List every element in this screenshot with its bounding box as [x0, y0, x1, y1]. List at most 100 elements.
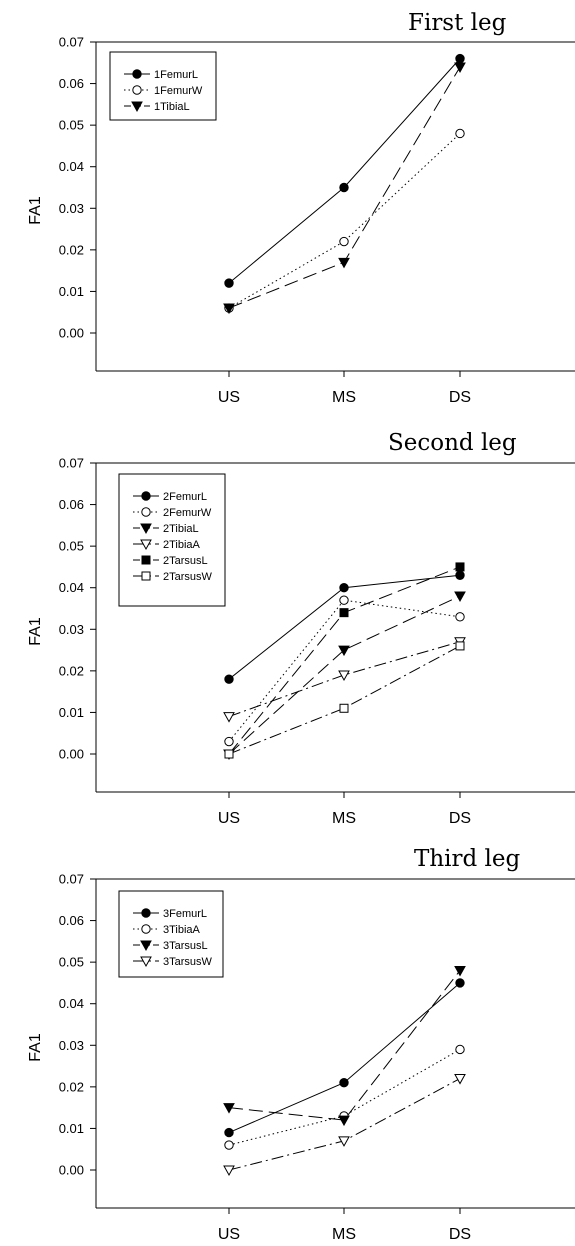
- data-point: [224, 1127, 234, 1138]
- data-point: [224, 278, 234, 288]
- legend-label: 2TarsusW: [163, 571, 213, 583]
- chart-panel: Third leg 0.00 0.01 0.02 0.03 0.04 0.05 0.06 0.0…: [27, 846, 575, 1243]
- y-tick-label: 0.03: [59, 1038, 84, 1053]
- legend-marker: [141, 908, 151, 918]
- y-tick-label: 0.00: [59, 326, 84, 341]
- data-point: [455, 641, 465, 651]
- series-line: [228, 566, 461, 755]
- x-tick-label: US: [218, 389, 240, 406]
- data-point: [454, 591, 466, 603]
- chart-panel: First leg 0.00 0.01 0.02 0.03 0.04 0.05 0.06 0.0…: [27, 10, 575, 406]
- y-tick-label: 0.01: [59, 705, 84, 720]
- series-line: [228, 1049, 461, 1146]
- y-tick-label: 0.02: [59, 242, 84, 257]
- chart-title: Second leg: [388, 430, 517, 456]
- legend-label: 3TarsusL: [163, 940, 208, 952]
- legend-label: 1TibiaL: [154, 101, 190, 113]
- y-tick-label: 0.00: [59, 747, 84, 762]
- data-point: [224, 1140, 234, 1150]
- legend-marker: [140, 956, 152, 968]
- y-tick-label: 0.07: [59, 872, 84, 887]
- y-tick-label: 0.03: [59, 622, 84, 637]
- series-line: [228, 970, 461, 1121]
- legend-label: 2FemurL: [163, 491, 207, 503]
- data-point: [339, 1078, 349, 1088]
- legend-label: 2FemurW: [163, 507, 212, 519]
- data-point: [224, 736, 234, 747]
- data-point: [455, 128, 465, 139]
- data-point: [224, 749, 234, 759]
- data-point: [455, 53, 465, 64]
- legend: 3FemurL 3TibiaA 3TarsusL 3TarsusW: [118, 890, 224, 978]
- legend-label: 1FemurW: [154, 85, 203, 97]
- data-point: [454, 1074, 466, 1085]
- data-point: [338, 645, 350, 657]
- chart-title: First leg: [408, 10, 507, 36]
- legend-box: [118, 890, 224, 978]
- data-point: [223, 712, 235, 723]
- legend-marker: [132, 69, 142, 79]
- y-tick-label: 0.05: [59, 118, 84, 133]
- y-axis-title: FA1: [27, 617, 44, 646]
- y-tick-label: 0.04: [59, 580, 84, 595]
- legend-label: 2TibiaA: [163, 539, 201, 551]
- y-tick-label: 0.06: [59, 913, 84, 928]
- x-tick-label: DS: [449, 389, 471, 406]
- x-tick-label: MS: [332, 389, 356, 406]
- y-tick-label: 0.01: [59, 284, 84, 299]
- legend-label: 3TibiaA: [163, 924, 201, 936]
- data-point: [455, 562, 465, 572]
- data-point: [224, 674, 234, 684]
- y-tick-label: 0.02: [59, 1079, 84, 1094]
- legend-marker: [141, 555, 151, 565]
- data-point: [223, 1103, 235, 1114]
- y-tick-label: 0.07: [59, 456, 84, 471]
- y-tick-label: 0.06: [59, 76, 84, 91]
- legend-marker: [140, 539, 152, 551]
- data-point: [455, 570, 465, 580]
- data-point: [455, 612, 465, 622]
- data-point: [223, 1165, 235, 1177]
- legend-label: 3FemurL: [163, 908, 207, 920]
- legend-marker: [132, 85, 142, 95]
- y-tick-label: 0.06: [59, 497, 84, 512]
- legend-marker: [141, 924, 151, 934]
- y-tick-label: 0.00: [59, 1163, 84, 1178]
- legend: 2FemurL 2FemurW 2TibiaL 2TibiaA 2TarsusL 2Tar…: [118, 473, 226, 607]
- series-line: [228, 645, 461, 755]
- series-line: [228, 982, 461, 1134]
- x-tick-label: MS: [332, 810, 356, 827]
- y-axis-title: FA1: [27, 1033, 44, 1062]
- y-tick-label: 0.07: [59, 35, 84, 50]
- x-tick-label: US: [218, 810, 240, 827]
- data-point: [339, 608, 349, 618]
- y-axis-title: FA1: [27, 196, 44, 225]
- data-point: [339, 182, 349, 193]
- legend-label: 3TarsusW: [163, 956, 213, 968]
- series-line: [228, 595, 461, 755]
- data-point: [454, 62, 466, 73]
- legend: 1FemurL 1FemurW 1TibiaL: [109, 51, 217, 121]
- data-point: [223, 303, 235, 315]
- data-point: [339, 703, 349, 713]
- data-point: [339, 583, 349, 593]
- y-tick-label: 0.04: [59, 996, 84, 1011]
- data-point: [454, 965, 466, 977]
- legend-box: [109, 51, 217, 121]
- data-point: [455, 978, 465, 988]
- chart-title: Third leg: [414, 846, 521, 872]
- legend-marker: [141, 507, 151, 517]
- data-point: [338, 670, 350, 682]
- x-tick-label: MS: [332, 1226, 356, 1243]
- series-line: [228, 58, 461, 284]
- y-tick-label: 0.02: [59, 663, 84, 678]
- legend-marker: [140, 523, 152, 535]
- y-tick-label: 0.04: [59, 159, 84, 174]
- x-tick-label: US: [218, 1226, 240, 1243]
- data-point: [338, 257, 350, 269]
- data-point: [338, 1115, 350, 1127]
- data-point: [455, 1044, 465, 1055]
- legend-marker: [140, 940, 152, 952]
- series-line: [228, 133, 461, 309]
